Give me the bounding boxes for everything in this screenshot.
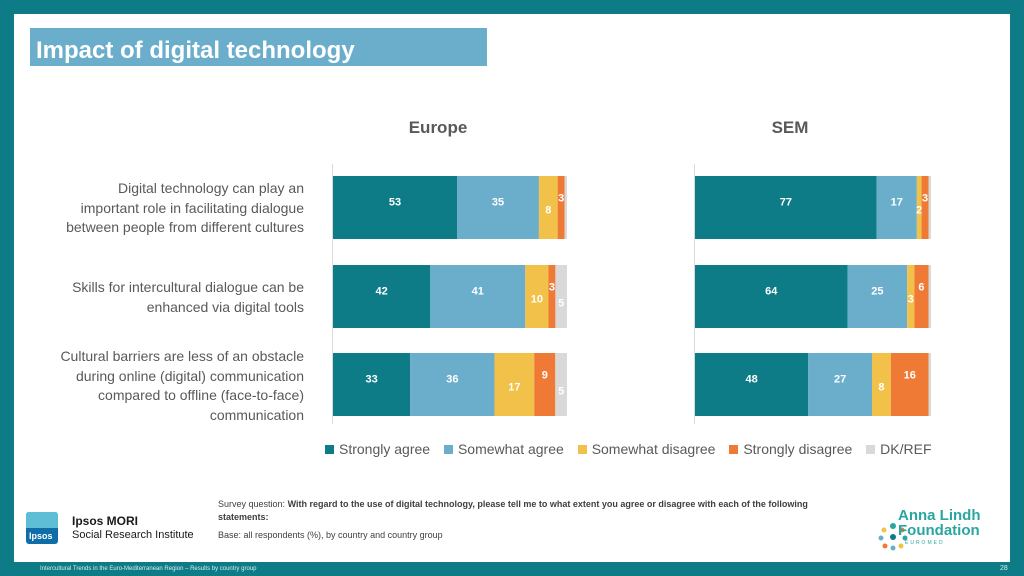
europe-axis-line — [332, 164, 333, 424]
page-title: Impact of digital technology — [36, 37, 355, 64]
anna-lindh-dots-icon — [878, 523, 908, 551]
anna-lindh-logo: Anna Lindh Foundation — [898, 508, 981, 538]
legend-swatch — [729, 445, 739, 454]
survey-question-text: With regard to the use of digital techno… — [218, 499, 808, 522]
anna-lindh-line-2: Foundation — [898, 522, 980, 539]
legend-label: Somewhat disagree — [591, 441, 716, 457]
statement-1: Digital technology can play an important… — [40, 179, 304, 238]
legend-item-somewhat-agree: Somewhat agree — [443, 441, 564, 457]
legend-label: Somewhat agree — [457, 441, 564, 457]
statement-2-line-2: enhanced via digital tools — [146, 298, 304, 315]
legend-swatch — [443, 445, 453, 454]
legend-label: Strongly disagree — [743, 441, 853, 457]
legend: Strongly agree Somewhat agree Somewhat d… — [325, 441, 942, 457]
legend-swatch — [577, 445, 587, 454]
survey-question-note: Survey question: With regard to the use … — [218, 498, 828, 524]
legend-label: Strongly agree — [339, 441, 431, 457]
base-note: Base: all respondents (%), by country an… — [218, 530, 443, 540]
anna-lindh-subtitle: EUROMED — [905, 540, 945, 546]
footer-text: Intercultural Trends in the Euro-Mediter… — [40, 566, 257, 572]
group-title-sem: SEM — [771, 118, 809, 137]
page-number: 28 — [1000, 565, 1008, 572]
statement-3-line-2: during online (digital) communication — [75, 367, 304, 384]
statement-1-line-1: Digital technology can play an — [117, 180, 304, 196]
survey-question-label: Survey question: — [218, 499, 286, 509]
statement-3-line-3: compared to offline (face-to-face) — [98, 387, 304, 403]
legend-item-dk-ref: DK/REF — [866, 441, 932, 457]
group-title-europe: Europe — [408, 118, 468, 137]
ipsos-logo-wedge — [26, 512, 58, 528]
statement-2-line-1: Skills for intercultural dialogue can be — [72, 279, 304, 295]
statement-1-line-2: important role in facilitating dialogue — [80, 199, 304, 216]
legend-label: DK/REF — [880, 441, 932, 457]
sem-axis-line — [694, 164, 695, 424]
statement-3: Cultural barriers are less of an obstacl… — [40, 347, 304, 425]
ipsos-logo-text: Ipsos — [29, 531, 53, 541]
ipsos-name: Ipsos MORI — [72, 514, 139, 528]
anna-lindh-line-1: Anna Lindh — [898, 507, 981, 524]
ipsos-subtitle: Social Research Institute — [72, 529, 194, 541]
statement-2: Skills for intercultural dialogue can be… — [40, 278, 304, 317]
legend-item-strongly-agree: Strongly agree — [325, 441, 430, 457]
legend-swatch — [325, 445, 334, 454]
legend-item-strongly-disagree: Strongly disagree — [729, 441, 852, 457]
statement-3-line-1: Cultural barriers are less of an obstacl… — [60, 348, 304, 364]
title-bar: Impact of digital technology — [30, 28, 487, 66]
ipsos-logo: Ipsos — [26, 512, 58, 544]
legend-swatch — [866, 445, 876, 454]
legend-item-somewhat-disagree: Somewhat disagree — [577, 441, 716, 457]
statement-3-line-4: communication — [209, 406, 304, 423]
statement-1-line-3: between people from different cultures — [66, 219, 304, 235]
